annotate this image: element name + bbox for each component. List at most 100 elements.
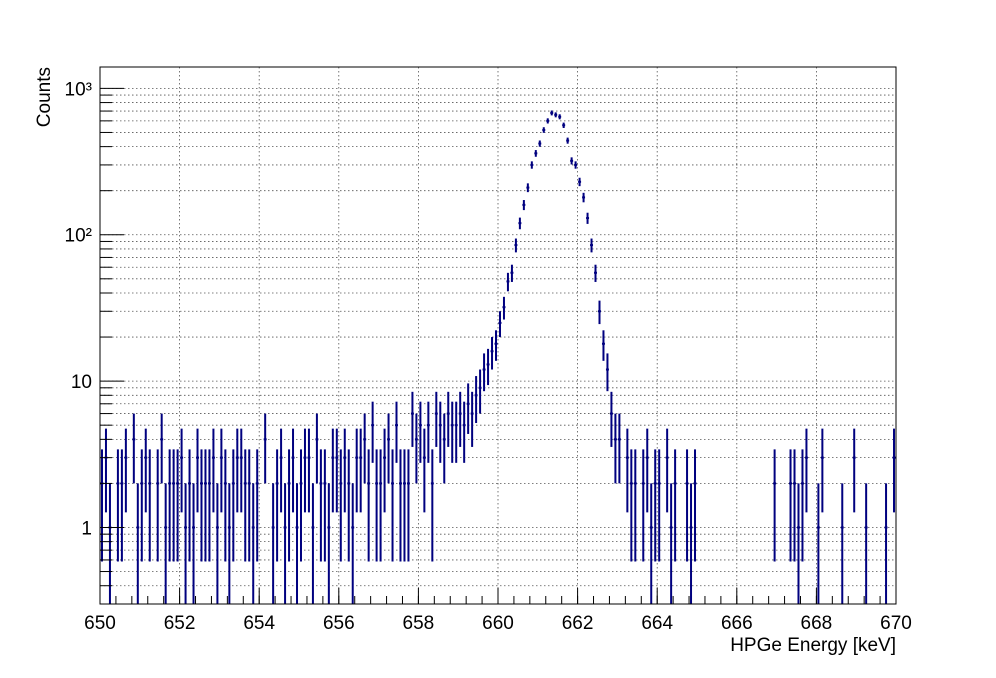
data-point: [339, 449, 343, 562]
x-tick-label: 662: [562, 613, 594, 634]
data-point: [295, 483, 299, 604]
data-point: [490, 337, 494, 370]
data-point: [482, 353, 486, 392]
data-point: [247, 449, 251, 562]
data-point: [514, 238, 518, 253]
data-point: [598, 300, 601, 325]
data-point: [283, 483, 287, 604]
data-point: [434, 391, 438, 447]
data-point: [184, 483, 188, 604]
data-point: [498, 311, 502, 338]
data-point: [223, 449, 227, 562]
data-point: [239, 428, 243, 513]
y-tick-label: 10³: [65, 79, 92, 100]
data-point: [219, 428, 223, 513]
data-point: [359, 428, 363, 513]
data-point: [462, 401, 466, 463]
data-point: [211, 428, 215, 513]
data-point: [319, 449, 323, 562]
data-point: [303, 428, 307, 513]
data-point: [486, 348, 490, 386]
data-point: [371, 401, 375, 463]
data-point: [454, 401, 458, 463]
data-point: [231, 449, 235, 562]
data-point: [820, 428, 824, 513]
data-point: [335, 428, 339, 513]
x-tick-label: 652: [164, 613, 196, 634]
data-point: [391, 449, 395, 562]
data-point: [773, 449, 777, 562]
data-point: [657, 449, 661, 562]
data-point: [609, 391, 613, 447]
data-point: [526, 183, 530, 193]
data-point: [307, 428, 311, 513]
data-point: [617, 413, 621, 484]
data-point: [590, 238, 594, 253]
data-point: [430, 449, 434, 562]
data-point: [192, 483, 196, 604]
data-point: [132, 413, 136, 484]
data-point: [188, 449, 192, 562]
data-point: [331, 428, 335, 513]
data-point: [200, 449, 203, 562]
y-tick-label: 10²: [65, 226, 92, 247]
data-point: [235, 428, 239, 513]
data-point: [534, 150, 538, 157]
data-point: [502, 296, 506, 320]
data-point: [279, 428, 283, 513]
data-point: [363, 413, 367, 484]
data-point: [347, 449, 351, 562]
data-point: [800, 449, 804, 562]
data-point: [816, 483, 820, 604]
data-point: [422, 428, 426, 513]
data-point: [586, 212, 590, 224]
data-point: [207, 449, 211, 562]
data-point: [570, 157, 574, 165]
data-point: [578, 177, 582, 187]
data-point: [164, 483, 168, 604]
data-point: [418, 401, 422, 463]
data-point: [566, 137, 570, 144]
data-point: [506, 272, 510, 292]
data-point: [426, 401, 430, 463]
x-tick-label: 664: [641, 613, 673, 634]
data-point: [438, 401, 442, 463]
data-point: [793, 449, 796, 562]
data-point: [797, 483, 800, 604]
data-point: [673, 449, 677, 562]
data-point: [120, 449, 124, 562]
data-point: [558, 114, 562, 120]
x-tick-label: 666: [721, 613, 753, 634]
data-point: [402, 449, 406, 562]
data-point: [116, 449, 120, 562]
x-tick-label: 658: [403, 613, 435, 634]
data-point: [375, 449, 379, 562]
data-point: [323, 449, 327, 562]
data-point: [594, 264, 597, 282]
data-point: [227, 483, 231, 604]
data-point: [168, 449, 172, 562]
data-point: [343, 428, 347, 513]
data-point: [522, 200, 526, 211]
data-point: [474, 376, 478, 424]
data-point: [629, 449, 633, 562]
x-tick-label: 656: [323, 613, 355, 634]
data-point: [311, 483, 315, 604]
data-point: [669, 483, 673, 604]
data-point: [160, 413, 164, 484]
data-point: [315, 413, 319, 484]
data-point: [601, 330, 605, 361]
data-point: [892, 428, 896, 513]
data-point: [840, 483, 844, 604]
data-point: [458, 391, 462, 447]
data-point: [176, 449, 180, 562]
x-tick-label: 650: [84, 613, 116, 634]
data-point: [470, 391, 474, 447]
data-point: [255, 449, 259, 562]
data-point: [355, 428, 359, 513]
y-axis-title: Counts: [34, 67, 55, 127]
y-tick-label: 1: [81, 518, 92, 539]
data-point: [542, 127, 546, 133]
data-point: [852, 428, 856, 513]
